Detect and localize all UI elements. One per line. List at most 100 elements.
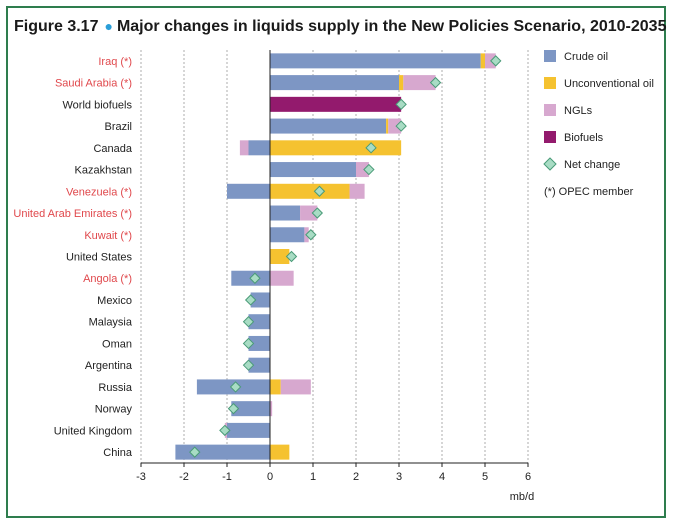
net-change-marker — [189, 446, 201, 458]
net-change-marker — [219, 424, 231, 437]
bar-unconventional-oil — [270, 140, 402, 156]
x-tick-label: 0 — [267, 471, 273, 483]
x-tick-label: -2 — [179, 471, 189, 483]
category-labels: Iraq (*) Saudi Arabia (*) World biofuels Br… — [13, 56, 132, 459]
x-axis: -3 -2 -1 0 1 2 3 4 5 6 mb/d — [136, 50, 534, 503]
x-tick-label: -1 — [222, 471, 232, 483]
net-change-marker — [229, 381, 242, 393]
bar-unconventional-oil — [270, 379, 281, 395]
bar-crude-oil — [250, 292, 270, 308]
title-bullet-icon: ● — [104, 18, 113, 34]
bar-unconventional-oil — [270, 183, 350, 199]
bar-ngls — [356, 162, 369, 178]
net-change-marker — [429, 76, 442, 89]
net-change-marker — [285, 250, 298, 263]
opec-note: (*) OPEC member — [544, 186, 634, 198]
bar-ngls — [300, 205, 318, 221]
category-label: Saudi Arabia (*) — [55, 78, 132, 90]
category-label: Venezuela (*) — [66, 186, 132, 198]
figure-number: Figure 3.17 — [14, 18, 99, 35]
net-change-marker — [249, 272, 261, 284]
net-change-marker — [242, 359, 255, 371]
x-axis-label: mb/d — [510, 491, 534, 503]
net-change-marker — [244, 294, 257, 306]
bar-crude-oil — [231, 401, 270, 417]
bar-crude-oil — [270, 227, 305, 243]
net-change-marker — [395, 98, 407, 111]
category-label: Iraq (*) — [98, 56, 132, 68]
category-label: Kazakhstan — [75, 165, 132, 177]
bar-crude-oil — [248, 314, 270, 330]
legend-label: NGLs — [564, 105, 593, 117]
net-change-marker — [227, 402, 240, 415]
figure-frame — [6, 6, 666, 518]
bar-crude-oil — [270, 75, 399, 91]
category-label: Russia — [98, 382, 133, 394]
category-label: United Kingdom — [54, 425, 132, 437]
net-change-marker — [313, 185, 326, 197]
bar-crude-oil — [175, 444, 270, 460]
bar-ngls — [388, 118, 402, 134]
bar-crude-oil — [270, 162, 356, 178]
bar-crude-oil — [248, 335, 270, 351]
category-label: Mexico — [97, 295, 132, 307]
bar-unconventional-oil — [480, 53, 485, 69]
bar-crude-oil — [227, 183, 270, 199]
legend-swatch-biofuels — [544, 131, 556, 143]
category-label: Kuwait (*) — [84, 230, 132, 242]
x-tick-label: 6 — [525, 471, 531, 483]
bar-crude-oil — [270, 205, 301, 221]
bars — [175, 53, 502, 460]
bar-crude-oil — [270, 53, 481, 69]
bar-ngls — [403, 75, 436, 91]
x-tick-label: 5 — [482, 471, 488, 483]
net-change-marker — [305, 229, 317, 241]
category-label: United States — [66, 252, 133, 264]
legend-label: Crude oil — [564, 51, 608, 63]
bar-unconventional-oil — [270, 444, 290, 460]
category-label: China — [103, 447, 133, 459]
bar-crude-oil — [248, 140, 270, 156]
legend-swatch-ngls — [544, 104, 556, 116]
legend: Crude oil Unconventional oil NGLs Biofuels N… — [543, 50, 654, 198]
net-change-marker — [242, 337, 255, 350]
figure-title-text: Major changes in liquids supply in the N… — [116, 18, 667, 35]
grid-lines — [140, 50, 529, 463]
legend-label: Biofuels — [564, 132, 604, 144]
category-label: Canada — [93, 143, 132, 155]
x-tick-label: 3 — [396, 471, 402, 483]
bar-unconventional-oil — [386, 118, 389, 134]
category-label: Angola (*) — [83, 273, 132, 285]
bar-unconventional-oil — [270, 249, 290, 264]
net-change-marker — [363, 163, 375, 176]
legend-swatch-net-change — [543, 157, 557, 171]
net-change-marker — [311, 207, 324, 219]
bar-unconventional-oil — [399, 75, 404, 91]
legend-swatch-unconventional-oil — [544, 77, 556, 89]
x-tick-label: 4 — [439, 471, 445, 483]
category-label: Oman — [102, 338, 132, 350]
figure-title: Figure 3.17 ● Major changes in liquids sup… — [14, 18, 666, 36]
bar-ngls — [280, 379, 311, 395]
net-change-marker — [242, 316, 255, 328]
category-label: Argentina — [85, 360, 133, 372]
category-label: Norway — [95, 404, 133, 416]
bar-crude-oil — [227, 422, 270, 438]
bar-ngls — [239, 140, 249, 156]
net-change-marker — [365, 142, 377, 154]
category-label: Brazil — [104, 121, 132, 133]
x-tick-label: -3 — [136, 471, 146, 483]
net-change-marker — [395, 120, 407, 132]
category-label: United Arab Emirates (*) — [13, 208, 132, 220]
x-tick-label: 1 — [310, 471, 316, 483]
x-tick-label: 2 — [353, 471, 359, 483]
category-label: Malaysia — [89, 317, 133, 329]
bar-ngls — [270, 401, 273, 417]
net-change-marker — [490, 55, 502, 67]
category-label: World biofuels — [63, 99, 133, 111]
legend-label: Net change — [564, 159, 620, 171]
bar-crude-oil — [248, 357, 270, 373]
bar-ngls — [270, 270, 294, 286]
bar-ngls — [349, 183, 365, 199]
